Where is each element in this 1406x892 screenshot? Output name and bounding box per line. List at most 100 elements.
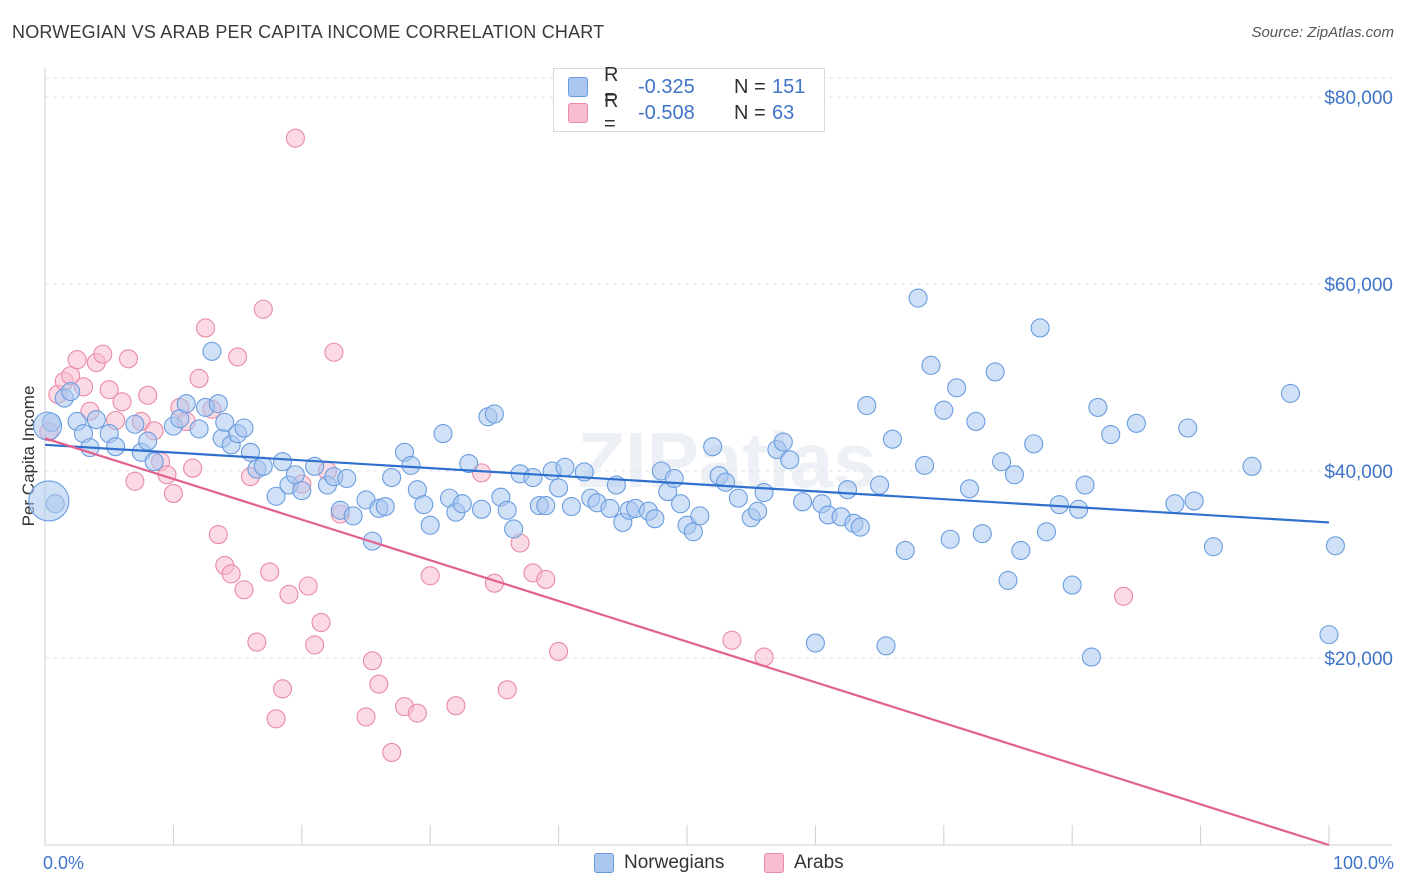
y-tick-label: $40,000 (1324, 462, 1393, 483)
norwegian-point (189, 419, 209, 439)
norwegian-trend-line (44, 443, 1330, 524)
legend-n-label: N = (734, 101, 766, 124)
arab-point (362, 651, 382, 671)
arab-point (221, 564, 241, 584)
norwegian-point (992, 452, 1012, 472)
norwegian-point (337, 468, 357, 489)
norwegian-point (292, 481, 312, 501)
norwegian-point (870, 475, 890, 495)
norwegian-point (985, 362, 1005, 382)
norwegian-point (914, 455, 935, 475)
norwegian-point (266, 486, 286, 506)
norwegian-point (28, 480, 70, 522)
legend-label-norwegians: Norwegians (624, 852, 725, 873)
legend-r-value: -0.325 (638, 75, 695, 98)
arab-point (228, 347, 248, 367)
arab-point (369, 674, 389, 694)
norwegian-point (882, 429, 902, 449)
norwegian-point (1062, 575, 1082, 595)
norwegian-point (33, 411, 63, 441)
trend-lines (44, 437, 1330, 847)
arab-point (118, 349, 139, 369)
norwegian-point (343, 506, 363, 526)
legend-swatch-arabs-bottom (764, 853, 784, 873)
arab-point (93, 344, 113, 364)
norwegian-point (176, 394, 196, 414)
arab-point (420, 566, 440, 586)
norwegian-point (1036, 522, 1057, 542)
norwegian-point (234, 418, 254, 438)
arab-point (722, 630, 742, 650)
y-tick-label: $20,000 (1324, 649, 1393, 670)
norwegian-point (1088, 397, 1108, 417)
x-tick-label-max: 100.0% (1332, 853, 1394, 873)
arab-point (279, 584, 299, 604)
arab-point (183, 458, 203, 478)
norwegian-point (748, 501, 768, 521)
chart-title: NORWEGIAN VS ARAB PER CAPITA INCOME CORR… (12, 22, 605, 42)
norwegian-point (1075, 475, 1095, 495)
grid-lines (45, 77, 1392, 659)
norwegian-point (934, 400, 954, 420)
arab-point (189, 368, 209, 388)
arab-point (497, 680, 517, 700)
norwegian-point (215, 412, 235, 432)
norwegian-point (86, 410, 106, 430)
norwegian-point (433, 424, 453, 444)
norwegian-point (208, 394, 228, 414)
norwegian-point (664, 468, 684, 489)
norwegian-point (908, 288, 928, 308)
arab-point (266, 709, 286, 729)
legend-n-value: 63 (772, 101, 795, 124)
norwegian-point (459, 453, 479, 474)
y-tick-labels: $20,000 $40,000 $60,000 $80,000 (1324, 88, 1393, 670)
norwegian-point (645, 509, 665, 529)
norwegian-point (497, 500, 517, 520)
norwegian-point (420, 515, 440, 535)
arab-point (272, 679, 293, 699)
arab-point (208, 525, 228, 545)
norwegian-point (876, 636, 896, 656)
norwegian-point (671, 494, 691, 514)
arab-point (549, 641, 569, 662)
norwegian-point (144, 452, 164, 472)
legend-label-arabs: Arabs (794, 852, 844, 873)
norwegian-point (600, 498, 620, 518)
norwegian-point (202, 341, 222, 361)
legend-swatch-norwegians (568, 77, 588, 97)
norwegian-point (966, 411, 986, 431)
legend-swatch-arabs (568, 103, 588, 123)
legend-item-norwegians[interactable]: Norwegians (594, 852, 724, 874)
y-tick-label: $80,000 (1324, 88, 1393, 109)
norwegian-point (1178, 418, 1198, 438)
norwegian-point (703, 437, 723, 457)
arab-point (356, 707, 376, 727)
norwegian-point (414, 495, 434, 515)
norwegian-point (837, 480, 858, 500)
norwegian-point (940, 529, 960, 549)
arab-point (324, 342, 344, 362)
legend-item-arabs[interactable]: Arabs (764, 852, 844, 874)
arab-point (163, 483, 183, 503)
legend-r-value: -0.508 (638, 101, 695, 124)
norwegian-point (375, 496, 395, 517)
norwegian-point (1069, 499, 1089, 519)
norwegian-point (1126, 413, 1146, 433)
norwegian-point (972, 524, 992, 544)
norwegian-point (1325, 536, 1345, 556)
x-tick-label-min: 0.0% (43, 853, 85, 873)
norwegian-point (555, 457, 575, 477)
arab-point (125, 471, 145, 491)
legend-row-norwegians: R = -0.325 N = 151 (568, 64, 805, 109)
norwegian-point (728, 488, 748, 508)
legend-swatch-norwegians-bottom (594, 853, 614, 873)
arab-point (99, 380, 119, 400)
arab-point (407, 703, 427, 723)
legend-r-label: R = (604, 64, 619, 109)
norwegian-point (895, 540, 915, 561)
norwegian-point (805, 633, 825, 653)
norwegian-point (754, 482, 774, 503)
axes (44, 68, 1392, 846)
norwegian-point (472, 499, 492, 519)
norwegian-point (793, 492, 813, 512)
